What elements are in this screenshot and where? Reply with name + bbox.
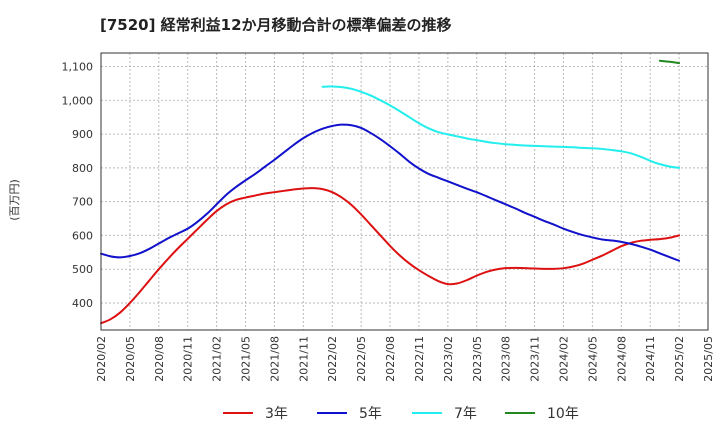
x-tick-label: 2020/11 (182, 336, 195, 382)
x-tick-label: 2023/05 (471, 336, 484, 382)
legend-label: 5年 (359, 406, 382, 422)
y-tick-label: 700 (72, 196, 93, 209)
legend-label: 3年 (265, 406, 288, 422)
series-line-3 (321, 85, 681, 169)
x-tick-labels: 2020/02 2020/05 2020/08 2020/11 2021/02 2021/… (95, 336, 715, 382)
x-tick-label: 2024/05 (586, 336, 599, 382)
series-lines (100, 59, 681, 325)
x-tick-label: 2025/05 (702, 336, 715, 382)
x-tick-label: 2024/02 (557, 336, 570, 382)
y-axis-label: (百万円) (8, 179, 21, 221)
x-tick-label: 2023/11 (529, 336, 542, 382)
chart-title: [7520] 経常利益12か月移動合計の標準偏差の推移 (100, 16, 452, 34)
x-tick-label: 2023/02 (442, 336, 455, 382)
legend-label: 7年 (454, 406, 477, 422)
x-tick-label: 2021/02 (211, 336, 224, 382)
y-tick-label: 1,000 (62, 94, 94, 107)
x-tick-label: 2022/11 (413, 336, 426, 382)
y-tick-label: 1,100 (62, 61, 94, 74)
legend: 3年 5年 7年 10年 (223, 406, 579, 422)
y-tick-label: 400 (72, 297, 93, 310)
y-tick-label: 800 (72, 162, 93, 175)
x-tick-label: 2022/08 (384, 336, 397, 382)
y-tick-label: 600 (72, 229, 93, 242)
x-tick-label: 2025/02 (673, 336, 686, 382)
x-tick-label: 2022/05 (355, 336, 368, 382)
series-line-2 (100, 123, 681, 262)
y-tick-labels: 400 500 600 700 800 900 1,000 1,100 (62, 61, 94, 310)
x-tick-label: 2020/02 (95, 336, 108, 382)
x-tick-label: 2023/08 (500, 336, 513, 382)
x-tick-label: 2021/08 (268, 336, 281, 382)
series-line-4 (658, 59, 681, 65)
x-tick-label: 2024/08 (615, 336, 628, 382)
y-tick-label: 900 (72, 128, 93, 141)
x-tick-label: 2022/02 (326, 336, 339, 382)
series-line-1 (100, 187, 681, 325)
x-tick-label: 2024/11 (644, 336, 657, 382)
x-tick-label: 2020/05 (124, 336, 137, 382)
x-tick-label: 2021/05 (240, 336, 253, 382)
grid (100, 53, 709, 330)
x-tick-label: 2021/11 (297, 336, 310, 382)
x-tick-label: 2020/08 (153, 336, 166, 382)
plot-frame (100, 52, 709, 331)
legend-label: 10年 (547, 406, 579, 422)
y-tick-label: 500 (72, 263, 93, 276)
